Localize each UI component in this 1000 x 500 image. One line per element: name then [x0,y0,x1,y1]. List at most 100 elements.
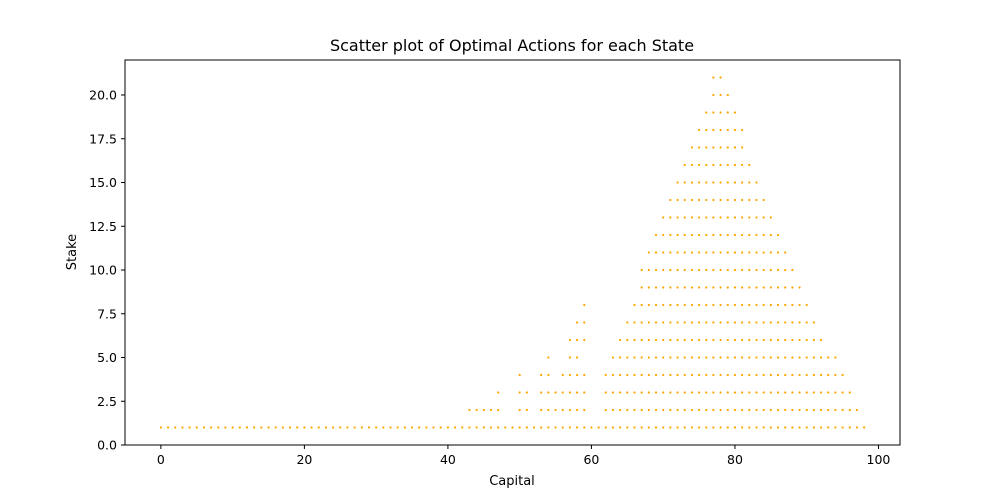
scatter-point [626,373,629,377]
scatter-point [525,408,528,412]
scatter-point [705,373,708,377]
scatter-point [769,356,772,359]
scatter-point [855,408,859,412]
scatter-point [597,426,600,429]
scatter-point [827,408,830,412]
scatter-point [733,426,737,429]
scatter-point [195,426,198,429]
x-axis: 0 20 40 60 80 100 [157,445,890,467]
y-tick-label: 5.0 [97,350,117,365]
scatter-point [791,426,794,429]
scatter-point [812,408,815,412]
scatter-point [654,268,658,272]
scatter-point [705,338,708,342]
scatter-point [762,198,765,202]
scatter-point [662,216,665,219]
scatter-point [640,286,643,289]
scatter-point [748,391,751,394]
scatter-point [769,408,772,412]
scatter-point [647,408,650,412]
scatter-point [489,426,493,429]
scatter-point [705,146,708,149]
scatter-point [561,373,564,377]
scatter-point [712,303,715,307]
scatter-point [726,233,729,237]
scatter-point [719,426,722,429]
scatter-point [690,268,694,272]
scatter-point [554,426,557,429]
scatter-point [210,426,213,429]
scatter-point [705,233,708,237]
scatter-point [540,373,543,377]
scatter-point [726,408,729,412]
scatter-point [819,391,823,394]
scatter-point [690,356,694,359]
y-tick-label: 20.0 [89,88,117,103]
scatter-point [640,356,643,359]
scatter-point [339,426,342,429]
scatter-point [784,303,787,307]
scatter-point [669,251,672,254]
scatter-point [683,391,686,394]
scatter-point [712,111,715,114]
scatter-point [712,426,715,429]
scatter-point [669,321,672,324]
scatter-point [741,303,744,307]
scatter-point [705,303,708,307]
scatter-point [762,268,765,272]
scatter-point [791,391,794,394]
scatter-point [784,408,787,412]
scatter-point [561,391,564,394]
scatter-point [654,373,658,377]
scatter-point [834,426,837,429]
scatter-point [784,338,787,342]
scatter-point [683,321,686,324]
scatter-point [769,268,772,272]
scatter-point [547,373,550,377]
scatter-point [619,356,622,359]
scatter-point [741,391,744,394]
scatter-point [647,286,650,289]
scatter-point [575,408,579,412]
scatter-point [532,426,536,429]
scatter-point [697,233,701,237]
scatter-point [712,216,715,219]
scatter-point [669,286,672,289]
scatter-point [669,408,672,412]
scatter-point [489,408,493,412]
scatter-point [697,408,701,412]
scatter-point [855,426,859,429]
scatter-point [697,338,701,342]
scatter-point [690,321,694,324]
scatter-point [755,303,758,307]
scatter-point [791,303,794,307]
scatter-point [784,268,787,272]
scatter-point [640,268,643,272]
scatter-point [848,391,851,394]
scatter-point [705,426,708,429]
scatter-point [568,338,572,342]
scatter-point [776,356,780,359]
scatter-point [712,408,715,412]
scatter-point [841,391,844,394]
scatter-point [654,303,658,307]
scatter-point [712,233,715,237]
scatter-point [662,373,665,377]
scatter-point [626,408,629,412]
scatter-point [741,146,744,149]
scatter-point [410,426,414,429]
x-tick-label: 20 [296,452,312,467]
scatter-point [281,426,284,429]
scatter-point [733,286,737,289]
scatter-point [676,268,679,272]
scatter-point [697,198,701,202]
scatter-point [676,426,679,429]
scatter-point [705,181,708,184]
scatter-point [798,426,801,429]
scatter-point [741,408,744,412]
scatter-point [683,198,686,202]
scatter-point [611,408,615,412]
scatter-point [654,391,658,394]
scatter-point [540,426,543,429]
scatter-point [712,163,715,167]
